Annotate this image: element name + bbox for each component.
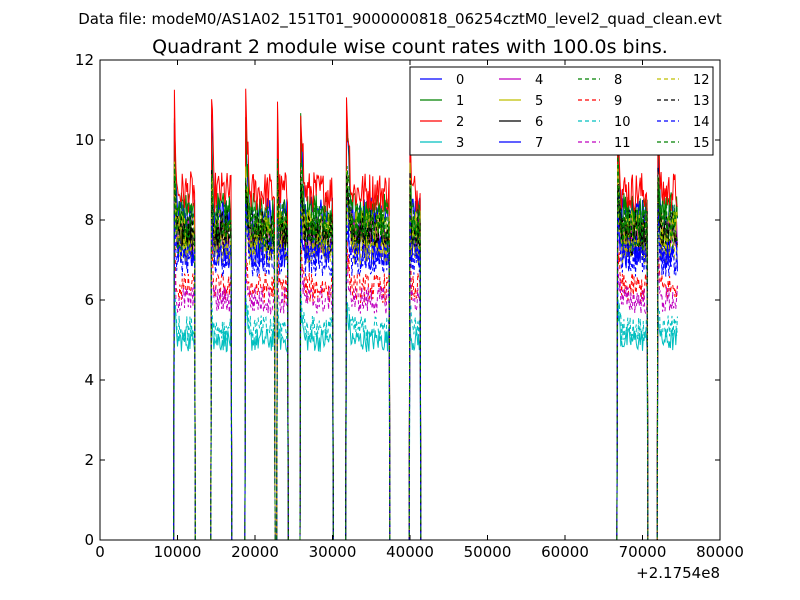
legend-label-7: 7 bbox=[535, 136, 543, 151]
series-line-2 bbox=[100, 88, 678, 541]
legend-label-8: 8 bbox=[614, 73, 622, 88]
legend-label-15: 15 bbox=[693, 136, 710, 151]
x-tick-label: 30000 bbox=[309, 543, 357, 561]
suptitle: Data file: modeM0/AS1A02_151T01_90000008… bbox=[78, 10, 722, 29]
legend-label-3: 3 bbox=[456, 136, 464, 151]
y-tick-label: 10 bbox=[75, 131, 94, 149]
legend-label-4: 4 bbox=[535, 73, 543, 88]
legend-label-12: 12 bbox=[693, 73, 710, 88]
legend-label-5: 5 bbox=[535, 94, 543, 109]
legend-label-1: 1 bbox=[456, 94, 464, 109]
legend-label-0: 0 bbox=[456, 73, 464, 88]
x-tick-label: 20000 bbox=[231, 543, 279, 561]
x-tick-label: 50000 bbox=[464, 543, 512, 561]
x-tick-label: 80000 bbox=[696, 543, 744, 561]
series-layer bbox=[100, 88, 678, 541]
legend-label-14: 14 bbox=[693, 115, 710, 130]
x-tick-label: 40000 bbox=[386, 543, 434, 561]
legend-label-11: 11 bbox=[614, 136, 631, 151]
legend-label-6: 6 bbox=[535, 115, 543, 130]
ticks-layer: 0 10000 20000 30000 40000 50000 60000 70000 8000… bbox=[75, 51, 744, 561]
x-offset-label: +2.1754e8 bbox=[636, 564, 720, 582]
legend-label-2: 2 bbox=[456, 115, 464, 130]
series-line-8 bbox=[100, 171, 678, 541]
series-line-15 bbox=[100, 152, 678, 541]
x-tick-label: 60000 bbox=[541, 543, 589, 561]
legend-label-9: 9 bbox=[614, 94, 622, 109]
y-tick-label: 0 bbox=[84, 531, 94, 549]
x-tick-label: 70000 bbox=[619, 543, 667, 561]
y-tick-label: 4 bbox=[84, 371, 94, 389]
y-tick-label: 12 bbox=[75, 51, 94, 69]
y-tick-label: 6 bbox=[84, 291, 94, 309]
x-tick-label: 10000 bbox=[154, 543, 202, 561]
legend-label-10: 10 bbox=[614, 115, 631, 130]
legend-label-13: 13 bbox=[693, 94, 710, 109]
series-line-11 bbox=[100, 251, 678, 541]
y-tick-label: 8 bbox=[84, 211, 94, 229]
y-tick-label: 2 bbox=[84, 451, 94, 469]
x-tick-label: 0 bbox=[95, 543, 105, 561]
chart-title: Quadrant 2 module wise count rates with … bbox=[152, 36, 668, 58]
legend-frame bbox=[409, 66, 714, 156]
